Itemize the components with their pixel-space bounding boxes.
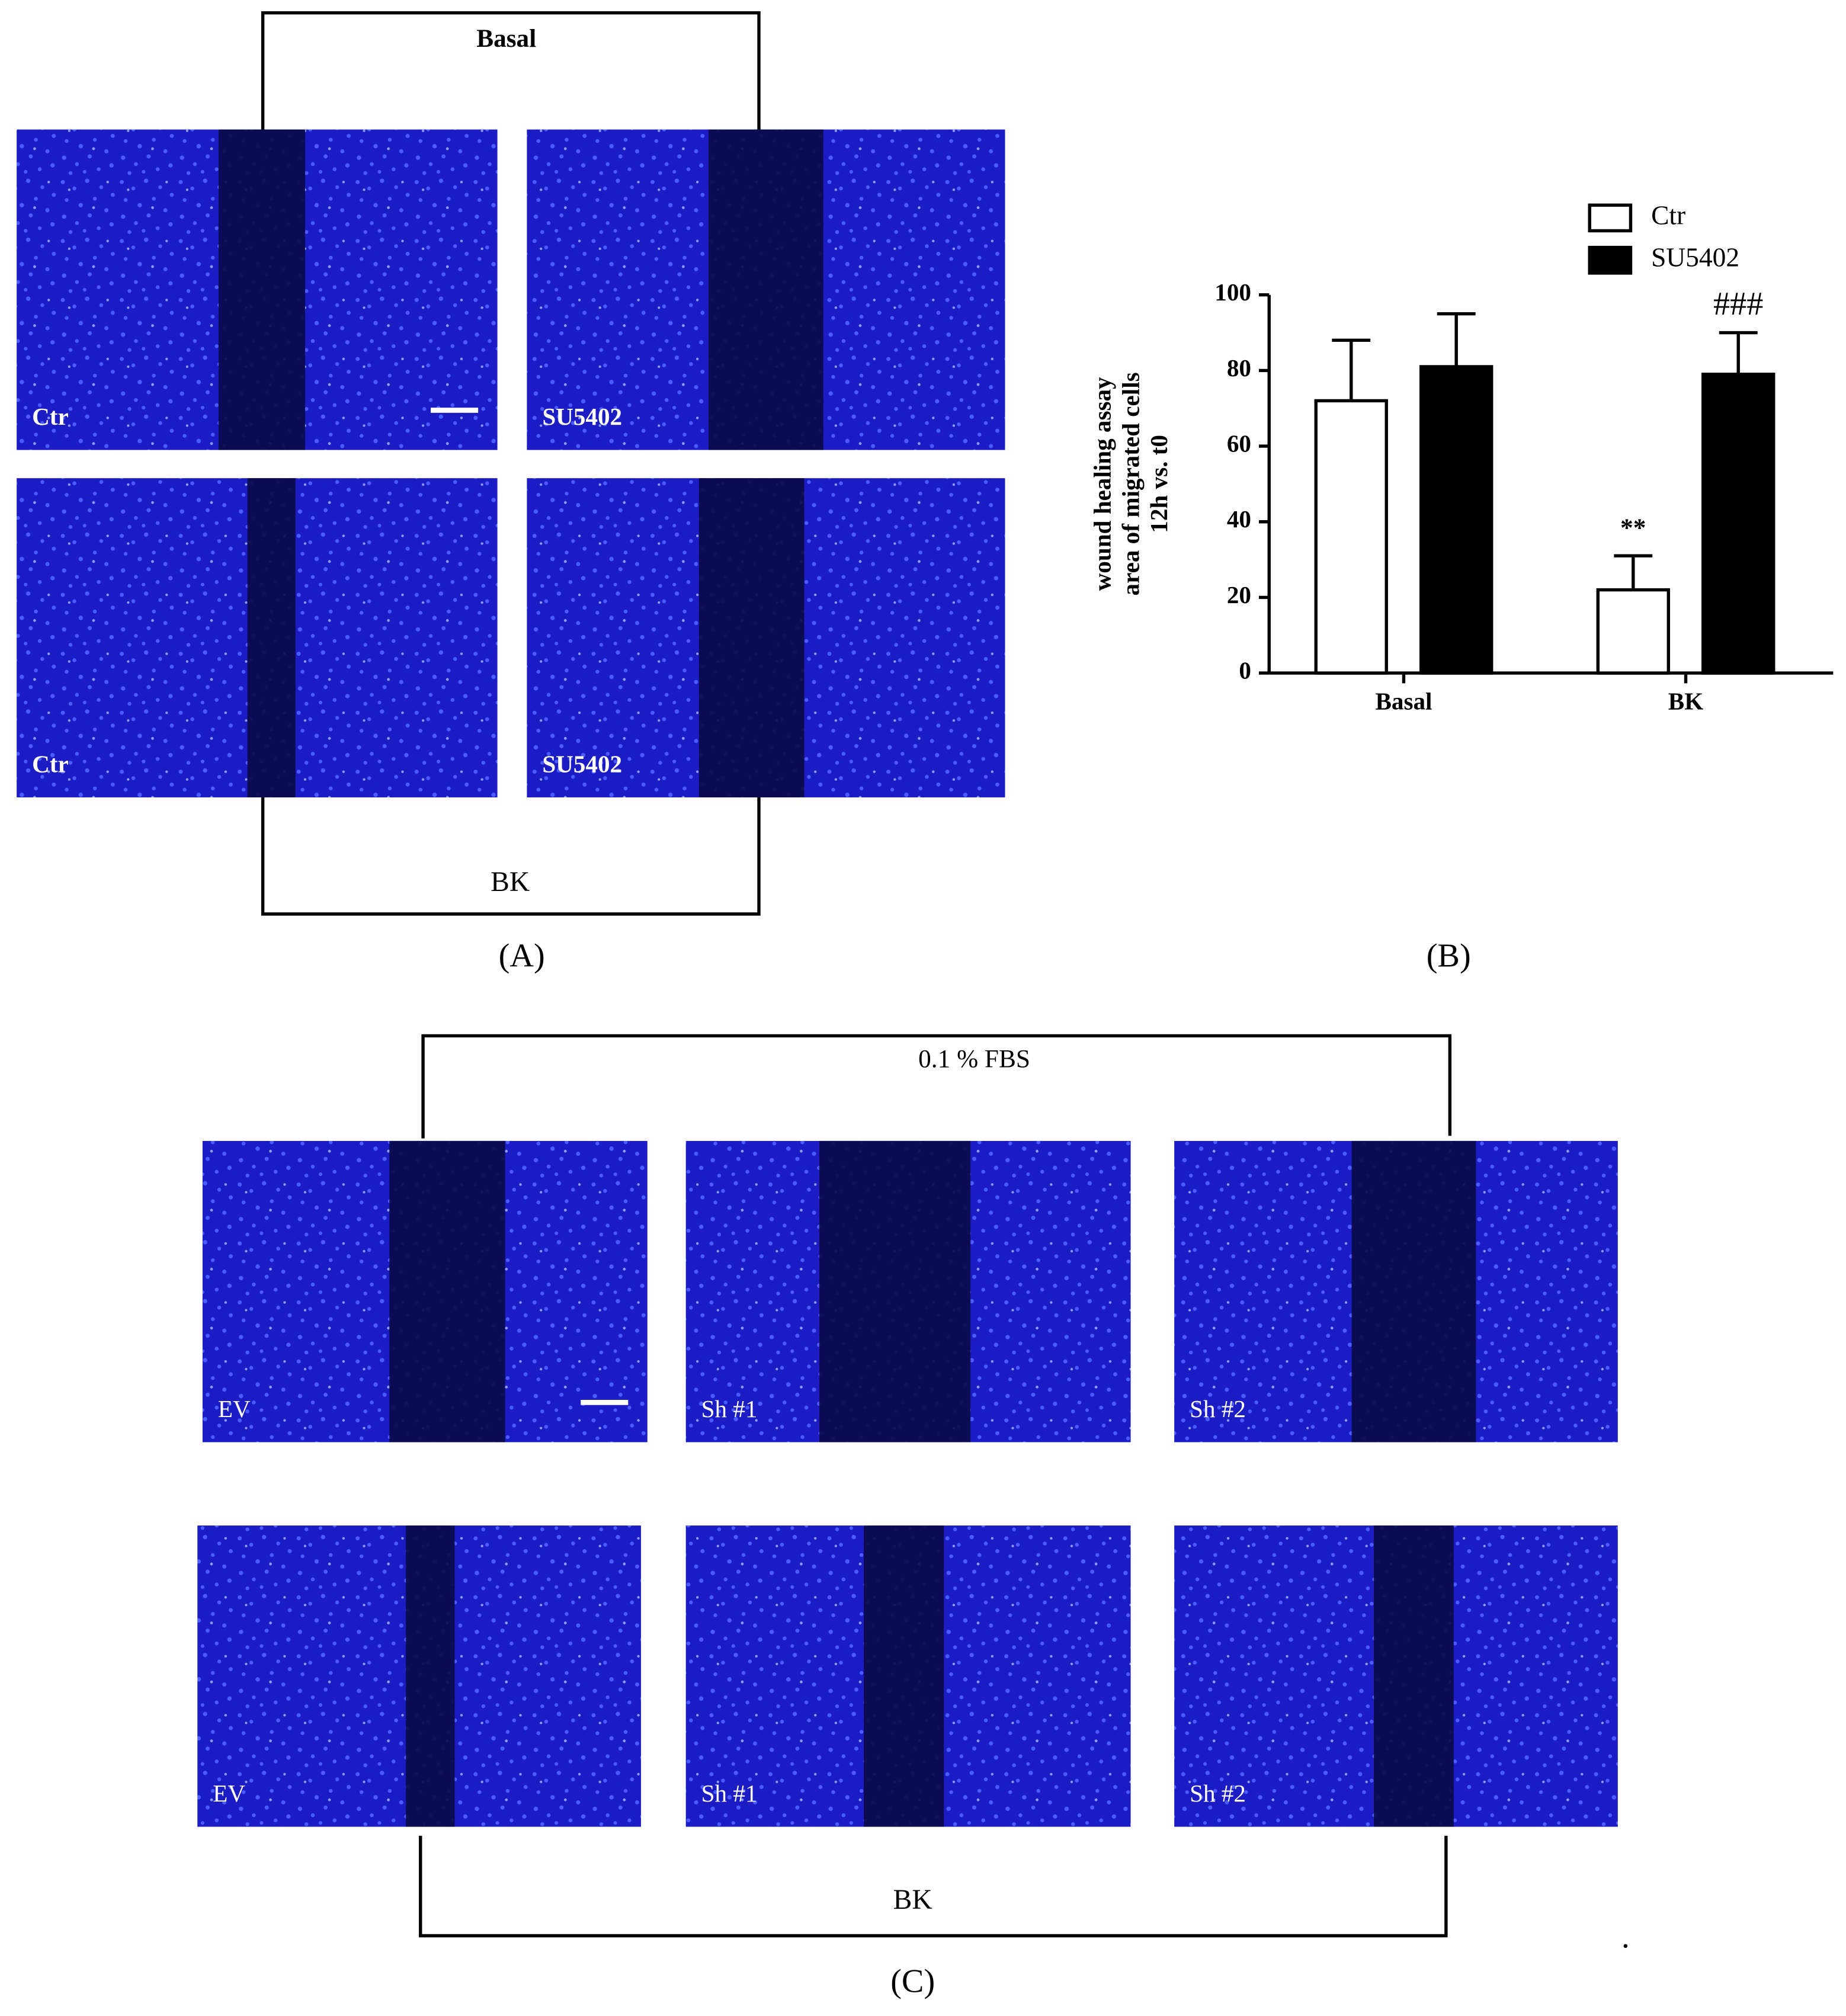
x-tick-label: Basal	[1375, 687, 1432, 714]
y-axis-label: 12h vs. t0	[1145, 435, 1172, 533]
significance: **	[1620, 514, 1646, 542]
image-label: Ctr	[32, 750, 69, 777]
image-label: SU5402	[542, 750, 622, 777]
group-label: BK	[491, 867, 530, 898]
bracket	[419, 1835, 1448, 1938]
wound-gap	[218, 129, 306, 450]
y-tick-label: 60	[1227, 430, 1251, 457]
legend-swatch	[1588, 245, 1633, 275]
scale-bar	[431, 408, 479, 413]
image-label: EV	[218, 1395, 251, 1422]
bracket	[261, 11, 761, 130]
y-axis-label: area of migrated cells	[1117, 372, 1144, 595]
panel-label: (B)	[1427, 938, 1471, 975]
panel-label: (A)	[499, 938, 545, 975]
group-label: BK	[893, 1884, 932, 1915]
image-label: SU5402	[542, 403, 622, 430]
bracket	[261, 797, 761, 916]
image-label: Ctr	[32, 403, 69, 430]
image-label: Sh #2	[1190, 1395, 1246, 1422]
wound-gap	[698, 478, 805, 797]
image-label: EV	[213, 1780, 245, 1807]
bar	[1419, 365, 1494, 675]
dot	[1623, 1944, 1628, 1948]
significance: ###	[1713, 286, 1763, 322]
panel-label: (C)	[890, 1963, 935, 2000]
wound-gap	[864, 1525, 944, 1827]
bar	[1701, 373, 1776, 675]
bar	[1314, 399, 1388, 675]
legend-label: SU5402	[1651, 243, 1739, 273]
y-tick-label: 40	[1227, 505, 1251, 533]
wound-gap	[709, 129, 823, 450]
wound-gap	[389, 1140, 505, 1443]
group-label: 0.1 % FBS	[918, 1045, 1030, 1073]
wound-gap	[819, 1140, 971, 1443]
x-tick-label: BK	[1668, 687, 1703, 714]
y-tick-label: 80	[1227, 354, 1251, 382]
y-tick-label: 100	[1214, 278, 1251, 306]
bar	[1596, 588, 1671, 675]
legend-swatch	[1588, 203, 1633, 233]
image-label: Sh #1	[701, 1780, 758, 1807]
scale-bar	[581, 1400, 629, 1405]
image-label: Sh #2	[1190, 1780, 1246, 1807]
wound-gap	[1374, 1525, 1454, 1827]
group-label: Basal	[476, 24, 536, 53]
wound-gap	[406, 1525, 455, 1827]
image-label: Sh #1	[701, 1395, 758, 1422]
y-tick-label: 20	[1227, 581, 1251, 608]
y-axis-label: wound healing assay	[1089, 377, 1116, 591]
wound-gap	[1351, 1140, 1476, 1443]
wound-gap	[247, 478, 296, 797]
bracket	[421, 1034, 1452, 1139]
legend-label: Ctr	[1651, 200, 1685, 230]
y-tick-label: 0	[1239, 657, 1251, 684]
